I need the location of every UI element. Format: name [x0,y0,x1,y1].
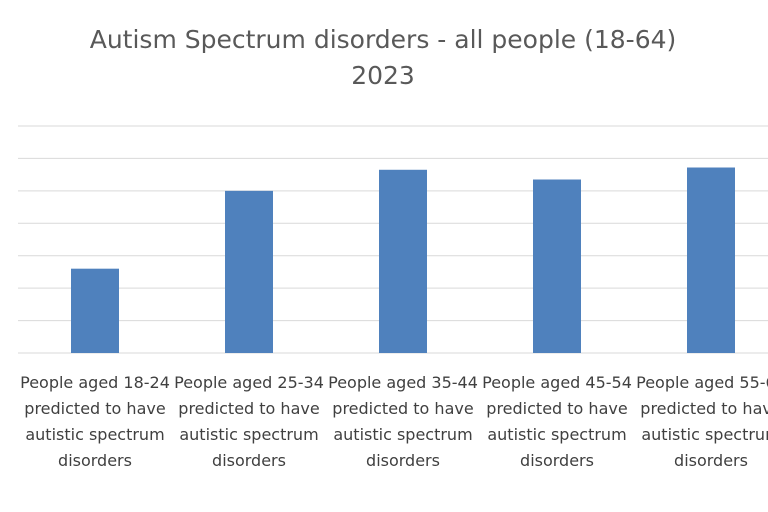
x-tick-label: People aged 35-44 predicted to have auti… [328,373,478,470]
bar [71,268,119,353]
x-tick-label: People aged 45-54 predicted to have auti… [482,373,632,470]
bar [687,167,735,353]
bar [533,179,581,353]
chart-title: Autism Spectrum disorders - all people (… [89,25,677,90]
x-tick-label: People aged 25-34 predicted to have auti… [174,373,324,470]
bar [379,169,427,353]
x-tick-label: People aged 18-24 predicted to have auti… [20,373,170,470]
bar [225,190,273,353]
x-tick-label: People aged 55-64 predicted to have auti… [636,373,768,470]
